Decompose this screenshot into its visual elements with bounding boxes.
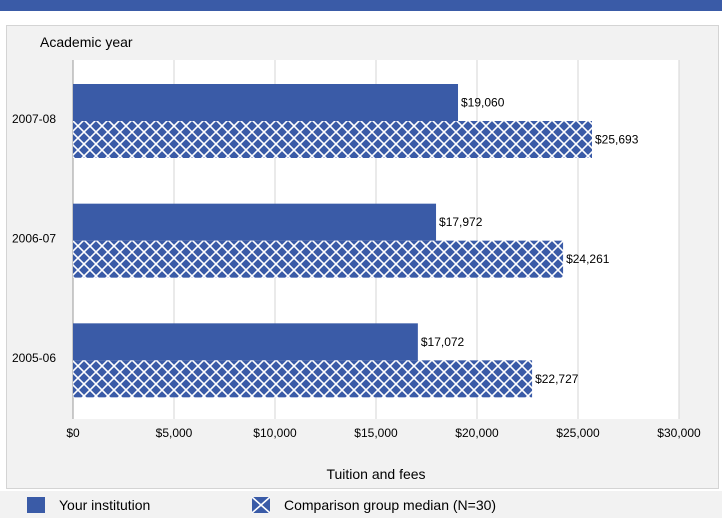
legend-label: Comparison group median (N=30)	[284, 497, 497, 513]
label-layer: $0 $5,000 $10,000 $15,000 $20,000 $25,000 $30,…	[12, 96, 701, 441]
bar-chart: $0 $5,000 $10,000 $15,000 $20,000 $25,000 $30,…	[12, 34, 701, 482]
bar-comparison-median	[73, 240, 564, 278]
bar-data-label: $19,060	[461, 96, 505, 110]
bar-comparison-median	[73, 360, 533, 398]
x-tick-label: $10,000	[253, 426, 297, 440]
bar-data-label: $25,693	[595, 133, 639, 147]
y-axis-title: Academic year	[40, 34, 133, 50]
bar-data-label: $17,072	[421, 335, 465, 349]
y-tick-label: 2007-08	[12, 112, 56, 126]
bar-data-label: $22,727	[535, 372, 579, 386]
legend-item-your-institution: Your institution	[27, 497, 150, 513]
legend-swatch-solid	[27, 497, 45, 513]
y-tick-label: 2006-07	[12, 232, 56, 246]
x-tick-label: $30,000	[657, 426, 701, 440]
x-tick-label: $5,000	[156, 426, 193, 440]
bar-your-institution	[73, 84, 459, 121]
x-tick-label: $0	[66, 426, 80, 440]
legend-item-comparison-median: Comparison group median (N=30)	[252, 497, 496, 513]
y-tick-label: 2005-06	[12, 351, 56, 365]
bar-data-label: $24,261	[566, 252, 610, 266]
x-tick-label: $15,000	[354, 426, 398, 440]
legend-label: Your institution	[59, 497, 151, 513]
header-bar	[0, 0, 722, 11]
legend-swatch-crosshatch	[252, 497, 270, 513]
bar-data-label: $17,972	[439, 215, 483, 229]
x-tick-label: $25,000	[556, 426, 600, 440]
bar-layer	[73, 84, 592, 398]
x-axis-title: Tuition and fees	[326, 466, 425, 482]
x-tick-label: $20,000	[455, 426, 499, 440]
bar-your-institution	[73, 323, 418, 361]
bar-your-institution	[73, 203, 437, 241]
bar-comparison-median	[73, 121, 592, 158]
legend-strip	[0, 491, 722, 518]
